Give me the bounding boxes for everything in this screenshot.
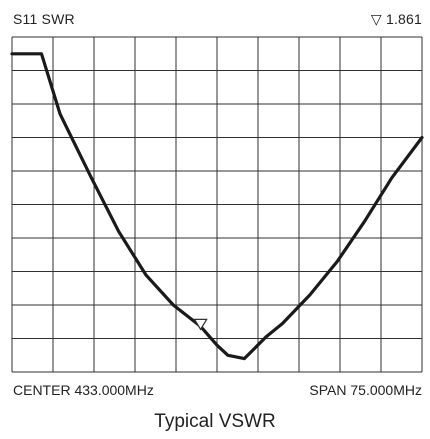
marker-triangle <box>193 318 208 331</box>
marker-layer <box>193 318 208 331</box>
trace-line-0 <box>10 52 424 361</box>
center-frequency-label: CENTER 433.000MHz <box>13 382 154 398</box>
trace-layer <box>10 52 424 361</box>
marker-readout: ▽ 1.861 <box>370 11 422 27</box>
trace-label: S11 SWR <box>13 11 75 27</box>
grid <box>11 36 423 373</box>
chart-caption: Typical VSWR <box>154 411 276 432</box>
span-label: SPAN 75.000MHz <box>309 382 422 398</box>
